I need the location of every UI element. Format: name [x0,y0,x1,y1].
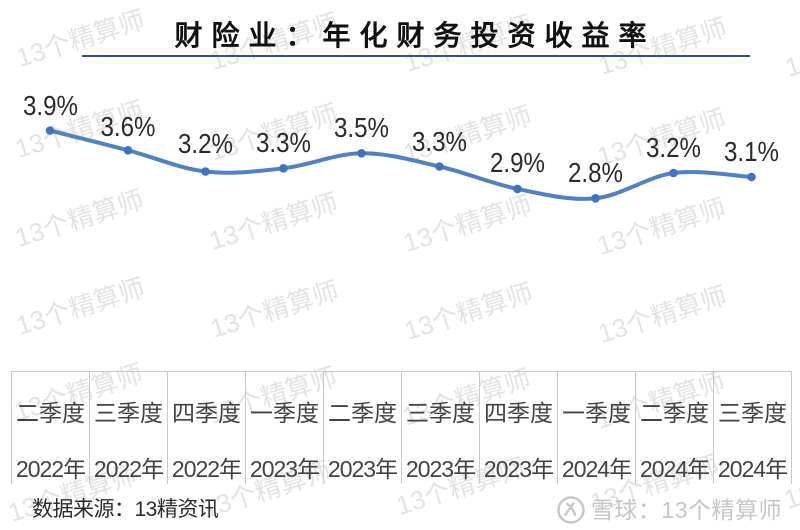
svg-text:3.5%: 3.5% [334,112,389,143]
svg-text:3.2%: 3.2% [178,128,233,159]
svg-text:3.3%: 3.3% [412,126,467,157]
svg-text:2.8%: 2.8% [568,157,623,188]
svg-text:3.9%: 3.9% [23,90,78,121]
svg-text:3.6%: 3.6% [101,111,156,142]
svg-text:2.9%: 2.9% [490,147,545,178]
svg-text:3.1%: 3.1% [724,136,779,167]
svg-text:3.3%: 3.3% [256,127,311,158]
svg-text:3.2%: 3.2% [646,132,701,163]
